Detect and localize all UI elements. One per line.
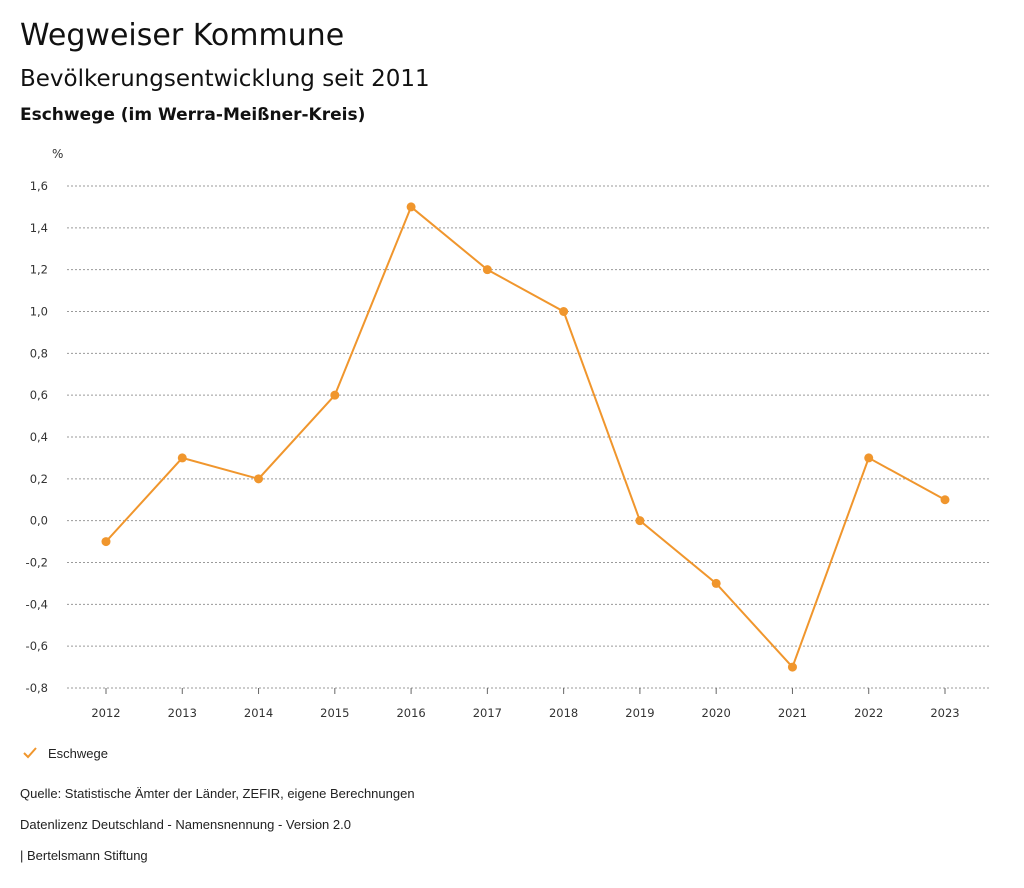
x-tick-label: 2012 bbox=[91, 706, 120, 720]
chart-subtitle: Bevölkerungsentwicklung seit 2011 bbox=[20, 66, 430, 92]
y-tick-label: 1,2 bbox=[30, 263, 48, 277]
data-point bbox=[254, 474, 264, 484]
x-tick-label: 2017 bbox=[473, 706, 502, 720]
data-point bbox=[940, 495, 950, 505]
region-title: Eschwege (im Werra-Meißner-Kreis) bbox=[20, 105, 366, 125]
line-chart: % 1,6 1,4 1,2 1,0 0,8 0,6 0,4 0,2 0,0 -0,2 -0,4 -0,6… bbox=[26, 147, 990, 720]
data-point bbox=[635, 516, 645, 526]
x-tick-label: 2020 bbox=[702, 706, 731, 720]
x-tick-label: 2023 bbox=[930, 706, 959, 720]
y-tick-label: 0,4 bbox=[30, 430, 48, 444]
x-tick-label: 2021 bbox=[778, 706, 807, 720]
license-note: Datenlizenz Deutschland - Namensnennung … bbox=[20, 817, 351, 832]
x-tick-label: 2013 bbox=[168, 706, 197, 720]
data-point bbox=[864, 453, 874, 463]
x-tick-label: 2019 bbox=[625, 706, 654, 720]
y-tick-label: -0,8 bbox=[26, 681, 48, 695]
x-tick-label: 2014 bbox=[244, 706, 273, 720]
y-tick-label: 0,2 bbox=[30, 472, 48, 486]
y-tick-label: -0,4 bbox=[26, 597, 48, 611]
data-point bbox=[330, 390, 340, 400]
check-icon bbox=[23, 747, 37, 759]
data-point bbox=[177, 453, 187, 463]
legend-label: Eschwege bbox=[48, 745, 108, 761]
x-tick-label: 2015 bbox=[320, 706, 349, 720]
series-line-eschwege bbox=[105, 205, 946, 669]
y-tick-label: 1,4 bbox=[30, 221, 48, 235]
data-point bbox=[101, 537, 111, 547]
y-axis-unit-label: % bbox=[52, 147, 63, 161]
y-tick-label: -0,6 bbox=[26, 639, 48, 653]
x-tick-label: 2022 bbox=[854, 706, 883, 720]
page-title: Wegweiser Kommune bbox=[20, 18, 345, 53]
y-tick-label: 0,8 bbox=[30, 346, 48, 360]
x-tick-label: 2016 bbox=[396, 706, 425, 720]
y-tick-label: 0,0 bbox=[30, 514, 48, 528]
data-point bbox=[406, 202, 416, 212]
chart-legend[interactable]: Eschwege bbox=[22, 745, 108, 761]
data-point bbox=[711, 578, 721, 588]
y-tick-label: 1,6 bbox=[30, 179, 48, 193]
y-tick-label: 1,0 bbox=[30, 305, 48, 319]
y-tick-label: -0,2 bbox=[26, 556, 48, 570]
source-note: Quelle: Statistische Ämter der Länder, Z… bbox=[20, 786, 415, 801]
data-point bbox=[559, 307, 569, 316]
data-point bbox=[482, 265, 492, 275]
data-point bbox=[787, 662, 797, 672]
publisher-note: | Bertelsmann Stiftung bbox=[20, 848, 148, 863]
x-tick-label: 2018 bbox=[549, 706, 578, 720]
y-tick-label: 0,6 bbox=[30, 388, 48, 402]
